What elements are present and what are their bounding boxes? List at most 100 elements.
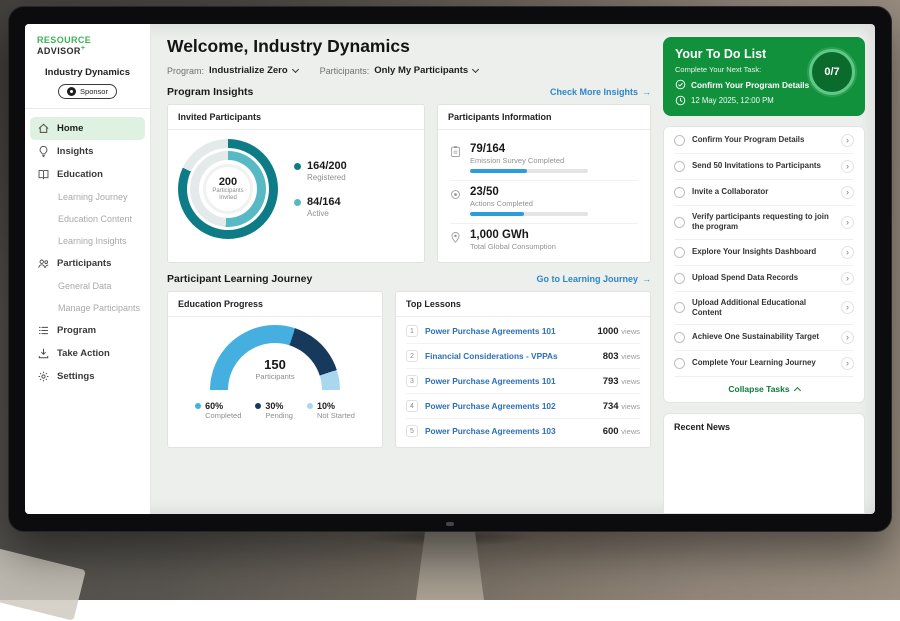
legend-dot (294, 199, 301, 206)
sidebar-item-insights[interactable]: Insights (25, 140, 150, 163)
invited-total-label: Participants Invited (206, 188, 250, 203)
task-checkbox[interactable] (674, 217, 685, 228)
participants-dropdown[interactable]: Only My Participants (374, 65, 478, 76)
views-label: views (621, 352, 640, 361)
completed-label: Completed (205, 411, 241, 420)
legend-dot (294, 163, 301, 170)
org-name: Industry Dynamics (31, 67, 144, 78)
task-label: Confirm Your Program Details (692, 135, 834, 145)
lesson-link[interactable]: Power Purchase Agreements 101 (425, 376, 596, 386)
actions-completed-label: Actions Completed (470, 199, 588, 208)
task-checkbox[interactable] (674, 161, 685, 172)
task-label: Upload Spend Data Records (692, 273, 834, 283)
lesson-views: 600 (603, 426, 619, 437)
sidebar-item-program[interactable]: Program (25, 319, 150, 342)
sidebar-item-participants[interactable]: Participants (25, 252, 150, 275)
todo-due-date: 12 May 2025, 12:00 PM (691, 96, 774, 105)
sidebar-item-learning-insights[interactable]: Learning Insights (25, 230, 150, 252)
participants-filter: Participants: Only My Participants (320, 65, 479, 76)
task-checkbox[interactable] (674, 302, 685, 313)
global-consumption-value: 1,000 GWh (470, 229, 556, 241)
nav-label: Participants (57, 258, 111, 269)
program-insights-header: Program Insights Check More Insights → (167, 86, 651, 98)
sponsor-label: Sponsor (80, 87, 108, 96)
task-checkbox[interactable] (674, 247, 685, 258)
location-pin-icon (450, 231, 462, 251)
program-filter-label: Program: (167, 66, 204, 76)
task-label: Send 50 Invitations to Participants (692, 161, 834, 171)
education-gauge-center: 150 Participants (210, 357, 340, 381)
education-progress-card: Education Progress 150 Participants (167, 291, 383, 448)
task-row: Complete Your Learning Journey › (674, 350, 854, 376)
chevron-right-icon[interactable]: › (841, 186, 854, 199)
lesson-link[interactable]: Power Purchase Agreements 103 (425, 426, 596, 436)
lesson-link[interactable]: Power Purchase Agreements 102 (425, 401, 596, 411)
chevron-right-icon[interactable]: › (841, 301, 854, 314)
chevron-right-icon[interactable]: › (841, 272, 854, 285)
task-row: Send 50 Invitations to Participants › (674, 153, 854, 179)
registered-value: 164/200 (307, 160, 347, 172)
go-to-learning-journey-link[interactable]: Go to Learning Journey → (536, 274, 651, 284)
lesson-row: 1 Power Purchase Agreements 101 1000 vie… (406, 319, 640, 343)
lesson-row: 2 Financial Considerations - VPPAs 803 v… (406, 343, 640, 368)
monitor-stand (416, 528, 484, 600)
arrow-right-icon: → (642, 87, 651, 97)
program-dropdown[interactable]: Industrialize Zero (209, 65, 298, 76)
sidebar-item-education[interactable]: Education (25, 163, 150, 186)
collapse-label: Collapse Tasks (728, 384, 789, 394)
chevron-right-icon[interactable]: › (841, 134, 854, 147)
nav-label: Insights (57, 146, 93, 157)
nav-label: Take Action (57, 348, 110, 359)
sidebar-item-take-action[interactable]: Take Action (25, 342, 150, 365)
main-content: Welcome, Industry Dynamics Program: Indu… (151, 24, 663, 514)
todo-column: Your To Do List 0/7 Complete Your Next T… (663, 24, 875, 514)
top-lessons-card: Top Lessons 1 Power Purchase Agreements … (395, 291, 651, 448)
lesson-row: 5 Power Purchase Agreements 103 600 view… (406, 418, 640, 443)
learning-journey-title: Participant Learning Journey (167, 273, 312, 285)
collapse-tasks-button[interactable]: Collapse Tasks (674, 376, 854, 402)
chevron-right-icon[interactable]: › (841, 331, 854, 344)
task-checkbox[interactable] (674, 273, 685, 284)
sidebar-item-education-content[interactable]: Education Content (25, 208, 150, 230)
chevron-right-icon[interactable]: › (841, 160, 854, 173)
emission-survey-label: Emission Survey Completed (470, 156, 588, 165)
emission-survey-row: 79/164 Emission Survey Completed (450, 138, 638, 180)
nav-label: Learning Insights (58, 236, 127, 246)
power-led (446, 522, 454, 526)
recent-news-card: Recent News (663, 413, 865, 514)
chevron-right-icon[interactable]: › (841, 216, 854, 229)
gauge-value: 150 (210, 357, 340, 372)
not-started-label: Not Started (317, 411, 355, 420)
active-value: 84/164 (307, 196, 341, 208)
sidebar-item-manage-participants[interactable]: Manage Participants (25, 297, 150, 319)
legend-dot (195, 403, 201, 409)
invited-total: 200 (219, 176, 237, 188)
task-row: Confirm Your Program Details › (674, 128, 854, 153)
app-logo: RESOURCE ADVISOR+ (25, 24, 150, 63)
lesson-link[interactable]: Financial Considerations - VPPAs (425, 351, 596, 361)
task-label: Explore Your Insights Dashboard (692, 247, 834, 257)
chevron-right-icon[interactable]: › (841, 357, 854, 370)
task-checkbox[interactable] (674, 332, 685, 343)
task-checkbox[interactable] (674, 358, 685, 369)
task-checkbox[interactable] (674, 187, 685, 198)
check-more-insights-link[interactable]: Check More Insights → (550, 87, 651, 97)
not-started-pct: 10% (317, 401, 335, 411)
tasks-list-card: Confirm Your Program Details › Send 50 I… (663, 126, 865, 403)
logo-primary: RESOURCE (37, 35, 91, 45)
sidebar-item-settings[interactable]: Settings (25, 365, 150, 388)
invited-donut-chart: 200 Participants Invited (178, 139, 278, 239)
task-label: Upload Additional Educational Content (692, 298, 834, 319)
sidebar-item-learning-journey[interactable]: Learning Journey (25, 186, 150, 208)
recent-news-title: Recent News (674, 422, 730, 432)
lesson-rank: 4 (406, 400, 418, 412)
gauge-label: Participants (210, 372, 340, 381)
task-row: Achieve One Sustainability Target › (674, 324, 854, 350)
sidebar-item-general-data[interactable]: General Data (25, 275, 150, 297)
task-row: Invite a Collaborator › (674, 179, 854, 205)
task-checkbox[interactable] (674, 135, 685, 146)
chevron-right-icon[interactable]: › (841, 246, 854, 259)
lesson-link[interactable]: Power Purchase Agreements 101 (425, 326, 590, 336)
link-label: Check More Insights (550, 87, 638, 97)
sidebar-item-home[interactable]: Home (30, 117, 145, 140)
